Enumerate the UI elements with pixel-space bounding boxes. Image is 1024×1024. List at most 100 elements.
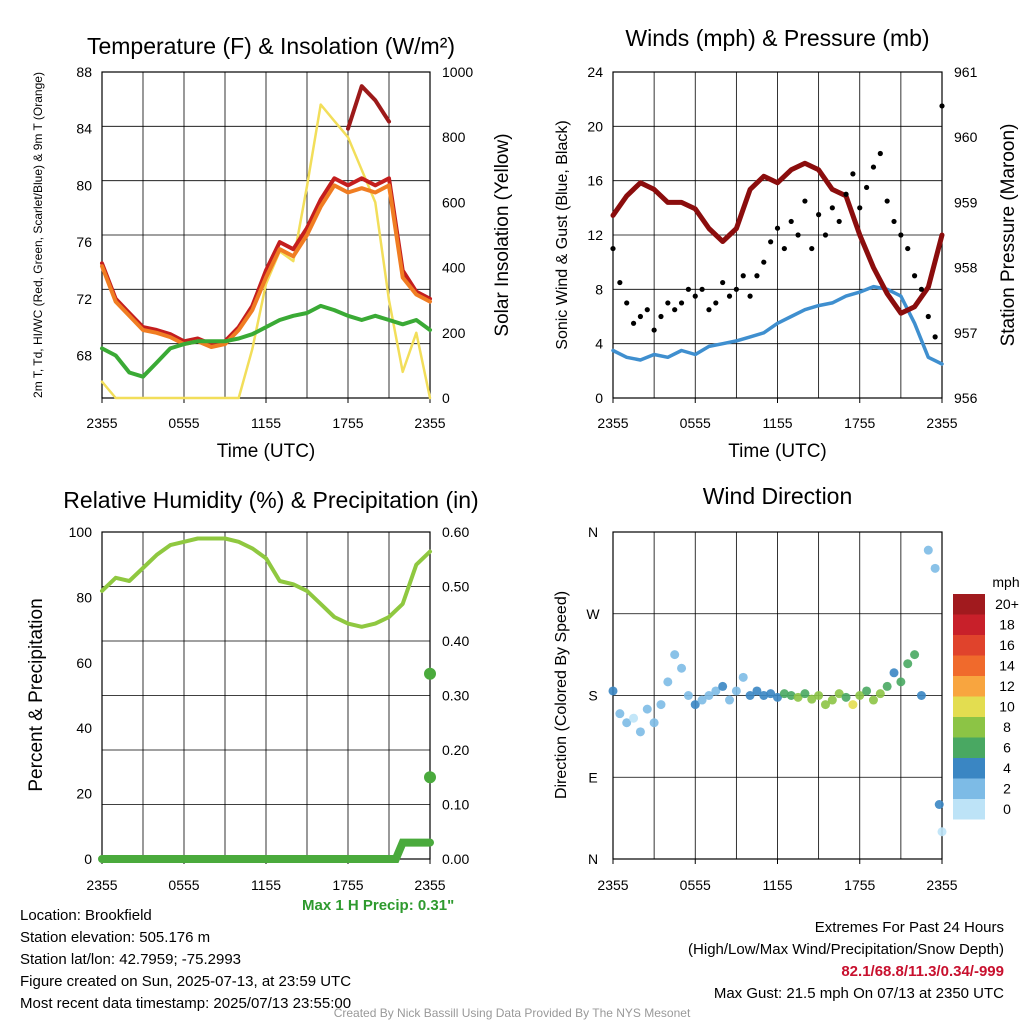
pressure-line	[610, 160, 945, 316]
direction-point	[875, 689, 885, 699]
y-tick-label: 40	[76, 720, 92, 736]
legend-swatch	[953, 778, 985, 799]
precip-hourly-point	[424, 771, 436, 784]
extremes-subheading: (High/Low/Max Wind/Precipitation/Snow De…	[688, 941, 1004, 958]
y2-axis-label: Solar Insolation (Yellow)	[492, 133, 513, 336]
direction-point	[731, 686, 741, 696]
gust-point	[870, 164, 877, 170]
gust-point	[788, 218, 794, 225]
x-tick-label: 2355	[597, 415, 628, 431]
direction-point	[937, 827, 947, 837]
direction-point	[793, 692, 803, 702]
y2-tick-label: 0.30	[442, 688, 469, 704]
legend-swatch	[953, 614, 985, 635]
direction-point	[759, 691, 769, 700]
direction-point	[697, 695, 707, 705]
legend-label: 0	[1003, 801, 1011, 817]
y-tick-label: 80	[76, 177, 92, 193]
direction-point	[930, 563, 940, 573]
x-tick-label: 2355	[926, 877, 957, 893]
direction-point	[738, 672, 748, 682]
direction-point	[820, 700, 830, 710]
direction-point	[786, 691, 796, 700]
gust-point	[898, 232, 904, 238]
x-tick-label: 1155	[251, 415, 281, 431]
y-axis-label: 2m T, Td, HI/WC (Red, Green, Scarlet/Blu…	[31, 72, 45, 398]
y-tick-label: 0	[595, 390, 603, 406]
x-tick-label: 1155	[251, 877, 281, 893]
gust-point	[692, 293, 698, 299]
direction-point	[704, 691, 714, 700]
y2-tick-label: 600	[442, 194, 466, 210]
y2-tick-label: 0.20	[442, 742, 469, 758]
x-tick-label: 0555	[680, 415, 711, 431]
direction-point	[896, 677, 906, 687]
legend-title: mph	[992, 574, 1019, 590]
gust-point	[747, 293, 753, 299]
y-tick-label: N	[588, 524, 598, 540]
max-precip-label: Max 1 H Precip: 0.31"	[302, 897, 455, 914]
direction-point	[903, 659, 913, 669]
y-tick-label: N	[588, 851, 598, 867]
y-tick-label: 24	[587, 64, 603, 80]
direction-point	[834, 689, 844, 699]
insolation-line	[100, 103, 432, 400]
y2-tick-label: 961	[954, 64, 978, 80]
legend-label: 16	[999, 637, 1015, 653]
x-tick-label: 1755	[844, 415, 875, 431]
max-gust: Max Gust: 21.5 mph On 07/13 at 2350 UTC	[713, 985, 1004, 1002]
direction-point	[615, 709, 625, 719]
station-info: Location: Brookfield Station elevation: …	[20, 905, 351, 1015]
gust-point	[802, 198, 808, 204]
direction-point	[622, 718, 632, 728]
gust-point	[617, 279, 623, 286]
x-tick-label: 1755	[844, 877, 875, 893]
direction-point	[910, 650, 920, 660]
legend-label: 6	[1003, 740, 1011, 756]
legend-label: 20+	[995, 596, 1019, 612]
direction-point	[848, 700, 858, 710]
gust-point	[685, 286, 691, 292]
gust-point	[733, 286, 739, 292]
y2-tick-label: 957	[954, 325, 978, 341]
x-axis-label: Time (UTC)	[217, 441, 316, 462]
x-tick-label: 2355	[414, 415, 445, 431]
y2-tick-label: 0.60	[442, 524, 469, 540]
direction-point	[814, 691, 824, 700]
gust-point	[678, 300, 685, 306]
y2-tick-label: 0	[442, 390, 450, 406]
station-location: Location: Brookfield	[20, 907, 152, 924]
legend-swatch	[953, 758, 985, 779]
x-tick-label: 1155	[762, 415, 792, 431]
gust-point	[809, 245, 815, 252]
gust-point	[864, 184, 870, 191]
y2-tick-label: 800	[442, 129, 466, 145]
x-tick-label: 0555	[680, 877, 711, 893]
gust-point	[795, 232, 801, 238]
y-tick-label: 80	[76, 589, 92, 605]
gust-point	[932, 334, 938, 340]
direction-point	[889, 668, 899, 678]
x-tick-label: 2355	[86, 877, 117, 893]
gust-point	[918, 286, 925, 292]
legend-swatch	[953, 655, 985, 676]
x-tick-label: 0555	[168, 415, 199, 431]
direction-point	[711, 686, 721, 696]
direction-point	[916, 691, 926, 700]
y-tick-label: 68	[76, 347, 92, 363]
y-tick-label: 76	[76, 234, 92, 250]
direction-point	[882, 681, 892, 691]
y2-tick-label: 0.10	[442, 797, 469, 813]
x-tick-label: 2355	[597, 877, 628, 893]
x-tick-label: 1755	[332, 877, 363, 893]
y2-tick-label: 956	[954, 390, 978, 406]
y2-tick-label: 0.40	[442, 633, 469, 649]
gust-point	[699, 286, 705, 292]
gust-point	[884, 198, 890, 204]
x-tick-label: 1755	[332, 415, 363, 431]
gust-point	[610, 245, 616, 252]
direction-point	[629, 713, 639, 723]
direction-point	[635, 727, 645, 737]
direction-point	[683, 691, 693, 700]
